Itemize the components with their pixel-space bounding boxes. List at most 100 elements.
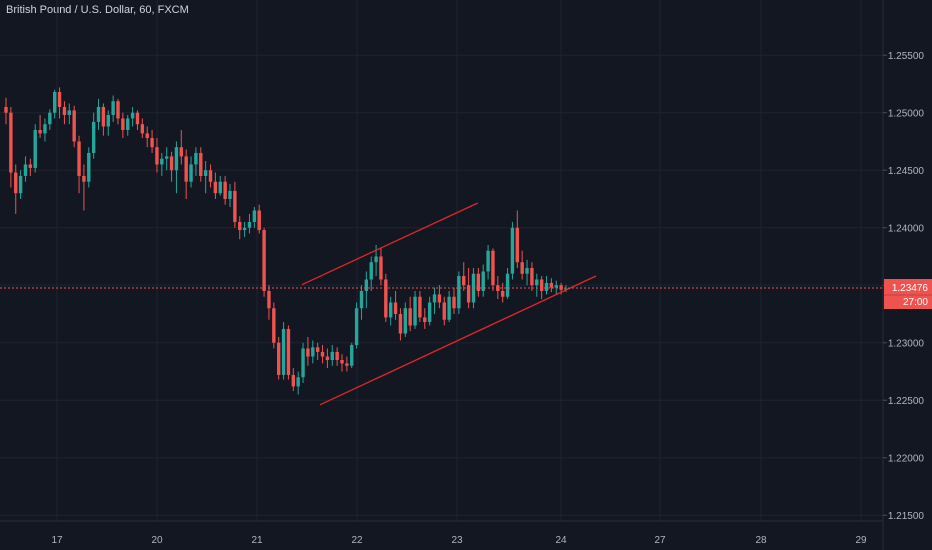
candle	[96, 98, 101, 130]
candle-body	[23, 164, 28, 176]
price-tick-label: 1.22500	[888, 396, 925, 407]
candle	[208, 164, 213, 188]
candle-body	[130, 112, 135, 119]
candle	[213, 172, 218, 199]
candle-body	[169, 156, 174, 171]
candle	[306, 336, 310, 366]
candle-body	[33, 129, 37, 168]
candle-body	[247, 221, 252, 228]
candle-body	[350, 345, 354, 366]
candle	[462, 262, 466, 291]
candle-body	[544, 282, 549, 291]
candle-body	[218, 181, 222, 194]
price-tick-label: 1.22000	[888, 454, 925, 465]
candle-body	[462, 276, 466, 286]
candle	[530, 262, 534, 291]
candle	[48, 109, 52, 130]
candle	[476, 267, 481, 297]
candle-body	[38, 129, 42, 134]
candle-body	[203, 170, 208, 176]
candle	[184, 149, 188, 199]
candle-body	[179, 147, 184, 157]
candle	[233, 181, 237, 228]
candle	[364, 271, 369, 309]
candle	[320, 345, 325, 364]
candle-body	[452, 296, 456, 309]
candle-body	[476, 273, 481, 291]
candle	[384, 273, 388, 323]
candle-body	[388, 302, 393, 318]
candle-body	[364, 279, 369, 291]
candle-body	[126, 118, 130, 130]
candle	[106, 110, 110, 136]
candle-body	[145, 133, 149, 139]
candle-body	[539, 279, 544, 291]
candle	[359, 285, 364, 320]
candle-body	[384, 279, 388, 318]
candle	[452, 287, 456, 314]
candle-body	[330, 351, 334, 360]
candle-body	[62, 106, 67, 116]
channel-upper-trendline[interactable]	[301, 202, 479, 286]
candle	[520, 250, 524, 280]
candle-body	[228, 190, 232, 199]
candle	[413, 290, 417, 329]
candle	[291, 368, 296, 392]
candle-body	[184, 156, 188, 182]
candle	[544, 276, 549, 295]
candle	[262, 227, 266, 297]
candle	[174, 141, 179, 194]
candle	[418, 290, 422, 323]
candle-body	[18, 175, 23, 194]
time-axis[interactable]: 17 20 21 22 23 24 27 28 29	[51, 535, 867, 546]
candle	[281, 322, 286, 380]
candle-body	[111, 101, 115, 116]
candle	[315, 342, 320, 360]
candle	[140, 118, 145, 139]
candle-body	[233, 190, 237, 222]
candle-body	[160, 158, 164, 165]
candlestick-series	[4, 87, 568, 395]
candle-body	[276, 342, 281, 375]
candle	[130, 106, 135, 127]
candle	[242, 221, 247, 237]
candle-body	[96, 106, 101, 122]
candle-body	[408, 308, 412, 326]
candle	[325, 348, 330, 369]
time-tick-label: 21	[251, 535, 263, 546]
candle	[447, 290, 451, 323]
candle	[442, 296, 446, 326]
candle-body	[315, 347, 320, 352]
time-tick-label: 28	[755, 535, 767, 546]
candle-body	[52, 92, 57, 113]
candle	[223, 175, 227, 205]
channel-lower-trendline[interactable]	[319, 275, 597, 406]
candle	[388, 296, 393, 326]
candle-body	[520, 262, 524, 274]
candle-body	[9, 112, 13, 173]
candle	[330, 345, 334, 366]
candle-body	[267, 290, 271, 309]
candle-body	[199, 152, 203, 176]
candle-body	[150, 138, 154, 148]
candle	[252, 207, 257, 228]
candle-body	[91, 121, 96, 153]
candle-body	[14, 172, 18, 194]
candle-body	[359, 290, 364, 309]
candle-body	[194, 152, 198, 165]
candle	[194, 147, 198, 176]
candle-body	[457, 276, 461, 309]
candle	[33, 124, 37, 173]
candle	[393, 290, 398, 320]
candle-body	[525, 267, 529, 274]
candle	[301, 342, 305, 383]
candle-body	[505, 273, 510, 297]
candle	[62, 101, 67, 125]
candle-body	[374, 256, 378, 263]
candle-body	[223, 181, 227, 199]
candle-body	[423, 317, 427, 323]
candle-body	[67, 110, 72, 116]
candle	[311, 340, 315, 364]
candle	[525, 259, 529, 286]
